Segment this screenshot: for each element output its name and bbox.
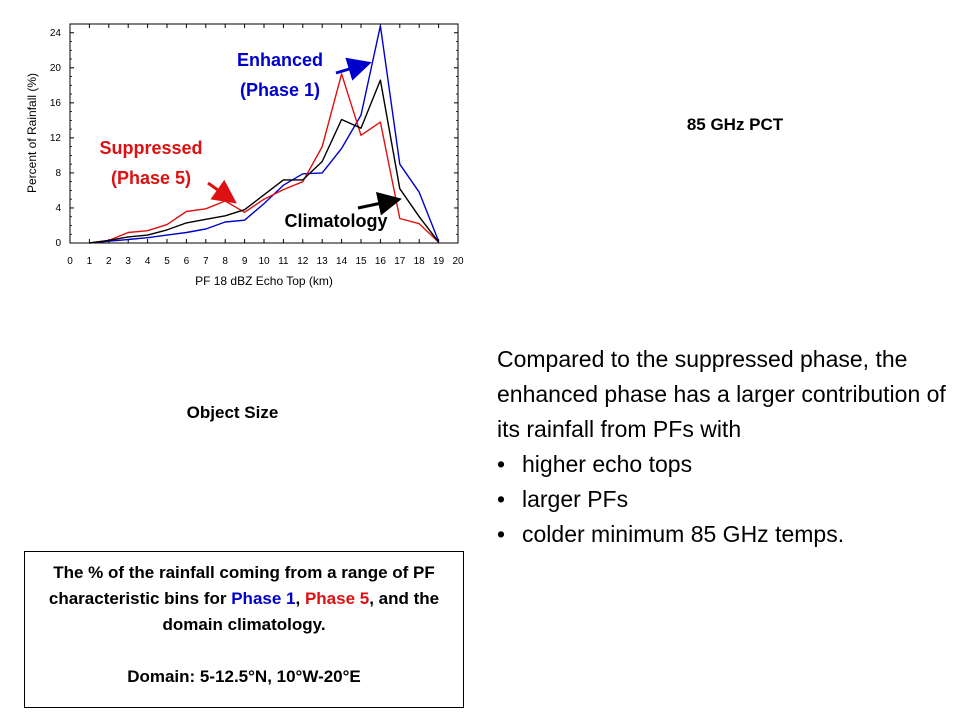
axis-ticks: 0 1 2 3 4 5 6 7 8 9 10 11 12 13 14 15 16 17 18 19 2004812162…: [50, 23, 464, 267]
caption-phase1: Phase 1: [231, 589, 296, 608]
y-axis-label: Percent of Rainfall (%): [25, 73, 39, 193]
x-tick-label: 13: [317, 256, 329, 267]
y-tick-label: 0: [55, 238, 61, 249]
y-tick-label: 16: [50, 98, 62, 109]
annotation-arrows: [207, 57, 402, 216]
summary-bullet: higher echo tops: [497, 447, 947, 482]
y-tick-label: 24: [50, 28, 62, 39]
x-tick-label: 14: [336, 256, 348, 267]
x-tick-label: 8: [222, 256, 228, 267]
suppressed-label-line1: Suppressed: [99, 138, 202, 158]
suppressed-arrow: [207, 179, 237, 204]
y-tick-label: 8: [55, 168, 61, 179]
summary-text: Compared to the suppressed phase, the en…: [497, 342, 947, 552]
caption-part3: , and the domain climatology.: [162, 589, 440, 634]
x-tick-label: 10: [258, 256, 270, 267]
x-tick-label: 6: [184, 256, 190, 267]
x-tick-label: 0: [67, 256, 73, 267]
caption-phase5: Phase 5: [304, 589, 370, 608]
x-tick-label: 20: [452, 256, 464, 267]
x-tick-label: 17: [394, 256, 406, 267]
chart-series: [89, 25, 440, 244]
x-tick-label: 7: [203, 256, 209, 267]
x-axis-label: PF 18 dBZ Echo Top (km): [195, 274, 333, 288]
object-size-label: Object Size: [186, 403, 279, 422]
caption-text: The % of the rainfall coming from a rang…: [25, 560, 463, 638]
pct-85ghz-label: 85 GHz PCT: [686, 115, 784, 134]
x-tick-label: 18: [414, 256, 426, 267]
x-tick-label: 16: [375, 256, 387, 267]
enhanced-label-line1: Enhanced: [237, 50, 323, 70]
y-tick-label: 12: [50, 133, 62, 144]
summary-intro: Compared to the suppressed phase, the en…: [497, 346, 946, 442]
x-tick-label: 3: [125, 256, 131, 267]
enhanced-arrow: [335, 57, 372, 81]
x-tick-label: 5: [164, 256, 170, 267]
x-tick-label: 1: [87, 256, 93, 267]
x-tick-label: 19: [433, 256, 445, 267]
x-tick-label: 2: [106, 256, 112, 267]
climatology-label: Climatology: [284, 211, 387, 231]
caption-part1: The % of the rainfall coming from a rang…: [48, 563, 435, 608]
x-tick-label: 15: [355, 256, 367, 267]
y-tick-label: 20: [50, 63, 62, 74]
caption-domain: Domain: 5-12.5°N, 10°W-20°E: [127, 667, 361, 686]
caption-box: The % of the rainfall coming from a rang…: [24, 551, 464, 708]
enhanced-label-line2: (Phase 1): [240, 80, 320, 100]
annotation-suppressed: Suppressed (Phase 5): [99, 138, 202, 188]
suppressed-label-line2: (Phase 5): [111, 168, 191, 188]
x-tick-label: 9: [242, 256, 248, 267]
annotation-enhanced: Enhanced (Phase 1): [237, 50, 323, 100]
caption-part2: ,: [295, 589, 305, 608]
series-line-phase1: [89, 25, 440, 244]
summary-bullet: larger PFs: [497, 482, 947, 517]
climatology-arrow: [357, 191, 402, 216]
y-tick-label: 4: [55, 203, 61, 214]
series-line-phase5: [89, 73, 440, 244]
x-tick-label: 11: [278, 256, 289, 267]
x-tick-label: 12: [297, 256, 309, 267]
x-tick-label: 4: [145, 256, 151, 267]
summary-bullets: higher echo tops larger PFs colder minim…: [497, 447, 947, 552]
summary-bullet: colder minimum 85 GHz temps.: [497, 517, 947, 552]
series-line-climatology: [89, 79, 440, 244]
